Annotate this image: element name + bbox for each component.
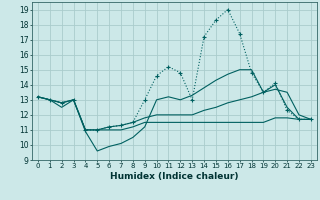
X-axis label: Humidex (Indice chaleur): Humidex (Indice chaleur) [110, 172, 239, 181]
